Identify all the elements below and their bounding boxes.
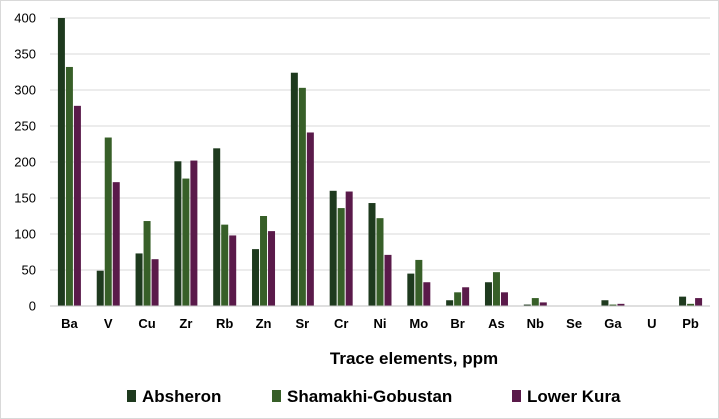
legend: Absheron Shamakhi-Gobustan Lower Kura <box>127 387 621 406</box>
bar-ba-1 <box>57 18 65 306</box>
x-tick-label: Zn <box>256 316 272 331</box>
bar-pb-1 <box>679 296 687 306</box>
bar-ni-3 <box>384 254 392 306</box>
y-tick-label: 250 <box>14 119 36 134</box>
bar-cu-1 <box>135 253 143 306</box>
bar-ga-2 <box>609 304 617 306</box>
bar-br-3 <box>462 287 470 306</box>
bar-cr-3 <box>345 191 353 306</box>
bar-rb-3 <box>229 235 237 306</box>
legend-swatch <box>127 390 136 402</box>
bar-as-2 <box>492 272 500 306</box>
bar-as-3 <box>500 292 508 306</box>
y-tick-labels: 0 50 100 150 200 250 300 350 400 <box>14 11 36 314</box>
bar-nb-1 <box>523 304 531 306</box>
x-tick-label: As <box>488 316 505 331</box>
bar-ni-1 <box>368 203 376 306</box>
bar-v-1 <box>96 270 104 306</box>
bar-mo-1 <box>407 273 415 306</box>
x-tick-label: Cu <box>138 316 155 331</box>
bar-zr-3 <box>190 160 198 306</box>
legend-label: Lower Kura <box>527 387 621 406</box>
y-tick-label: 150 <box>14 191 36 206</box>
legend-label: Absheron <box>142 387 221 406</box>
x-tick-label: Ba <box>61 316 78 331</box>
gridlines <box>50 17 710 271</box>
y-tick-label: 400 <box>14 11 36 26</box>
y-tick-label: 50 <box>22 263 36 278</box>
legend-swatch <box>512 390 521 402</box>
y-tick-label: 100 <box>14 227 36 242</box>
bar-as-1 <box>484 282 492 306</box>
bar-mo-2 <box>415 259 423 306</box>
bar-v-3 <box>112 182 120 306</box>
bar-br-1 <box>446 300 454 306</box>
bar-v-2 <box>104 137 112 306</box>
x-tick-label: Ga <box>604 316 622 331</box>
y-tick-label: 0 <box>29 299 36 314</box>
legend-label: Shamakhi-Gobustan <box>287 387 452 406</box>
x-tick-label: Se <box>566 316 582 331</box>
bar-ga-1 <box>601 300 609 306</box>
x-tick-label: Pb <box>682 316 699 331</box>
x-tick-label: Sr <box>295 316 309 331</box>
bar-zr-2 <box>182 178 190 306</box>
bar-cu-2 <box>143 221 151 306</box>
bar-sr-2 <box>298 87 306 306</box>
x-tick-label: Mo <box>409 316 428 331</box>
bar-ba-2 <box>65 66 73 307</box>
bar-sr-1 <box>290 72 298 306</box>
bar-mo-3 <box>423 282 431 306</box>
bar-pb-2 <box>687 303 695 306</box>
x-axis-label: Trace elements, ppm <box>330 349 498 368</box>
x-tick-label: V <box>104 316 113 331</box>
legend-swatch <box>272 390 281 402</box>
bar-cr-1 <box>329 190 337 306</box>
bar-zn-3 <box>268 231 276 306</box>
y-tick-label: 350 <box>14 47 36 62</box>
bar-sr-3 <box>306 132 314 306</box>
x-tick-label: Zr <box>179 316 192 331</box>
x-tick-label: U <box>647 316 656 331</box>
bar-br-2 <box>454 292 462 306</box>
x-tick-label: Ni <box>374 316 387 331</box>
x-tick-label: Br <box>450 316 464 331</box>
x-tick-label: Cr <box>334 316 348 331</box>
bar-zn-2 <box>260 216 268 306</box>
bar-ni-2 <box>376 218 384 306</box>
bar-cr-2 <box>337 208 345 306</box>
x-tick-label: Rb <box>216 316 233 331</box>
bar-ba-3 <box>73 105 81 306</box>
x-tick-labels: Ba V Cu Zr Rb Zn Sr Cr Ni Mo Br As Nb Se Ga U Pb <box>61 316 699 331</box>
bar-nb-2 <box>531 298 539 306</box>
bar-cu-3 <box>151 259 159 306</box>
bar-rb-1 <box>213 148 221 306</box>
bars <box>57 18 703 307</box>
bar-zn-1 <box>252 249 260 306</box>
bar-nb-3 <box>539 302 547 306</box>
x-tick-label: Nb <box>527 316 544 331</box>
bar-rb-2 <box>221 224 229 306</box>
bar-ga-3 <box>617 303 625 306</box>
y-tick-label: 200 <box>14 155 36 170</box>
y-tick-label: 300 <box>14 83 36 98</box>
bar-zr-1 <box>174 161 182 306</box>
bar-pb-3 <box>695 298 703 306</box>
